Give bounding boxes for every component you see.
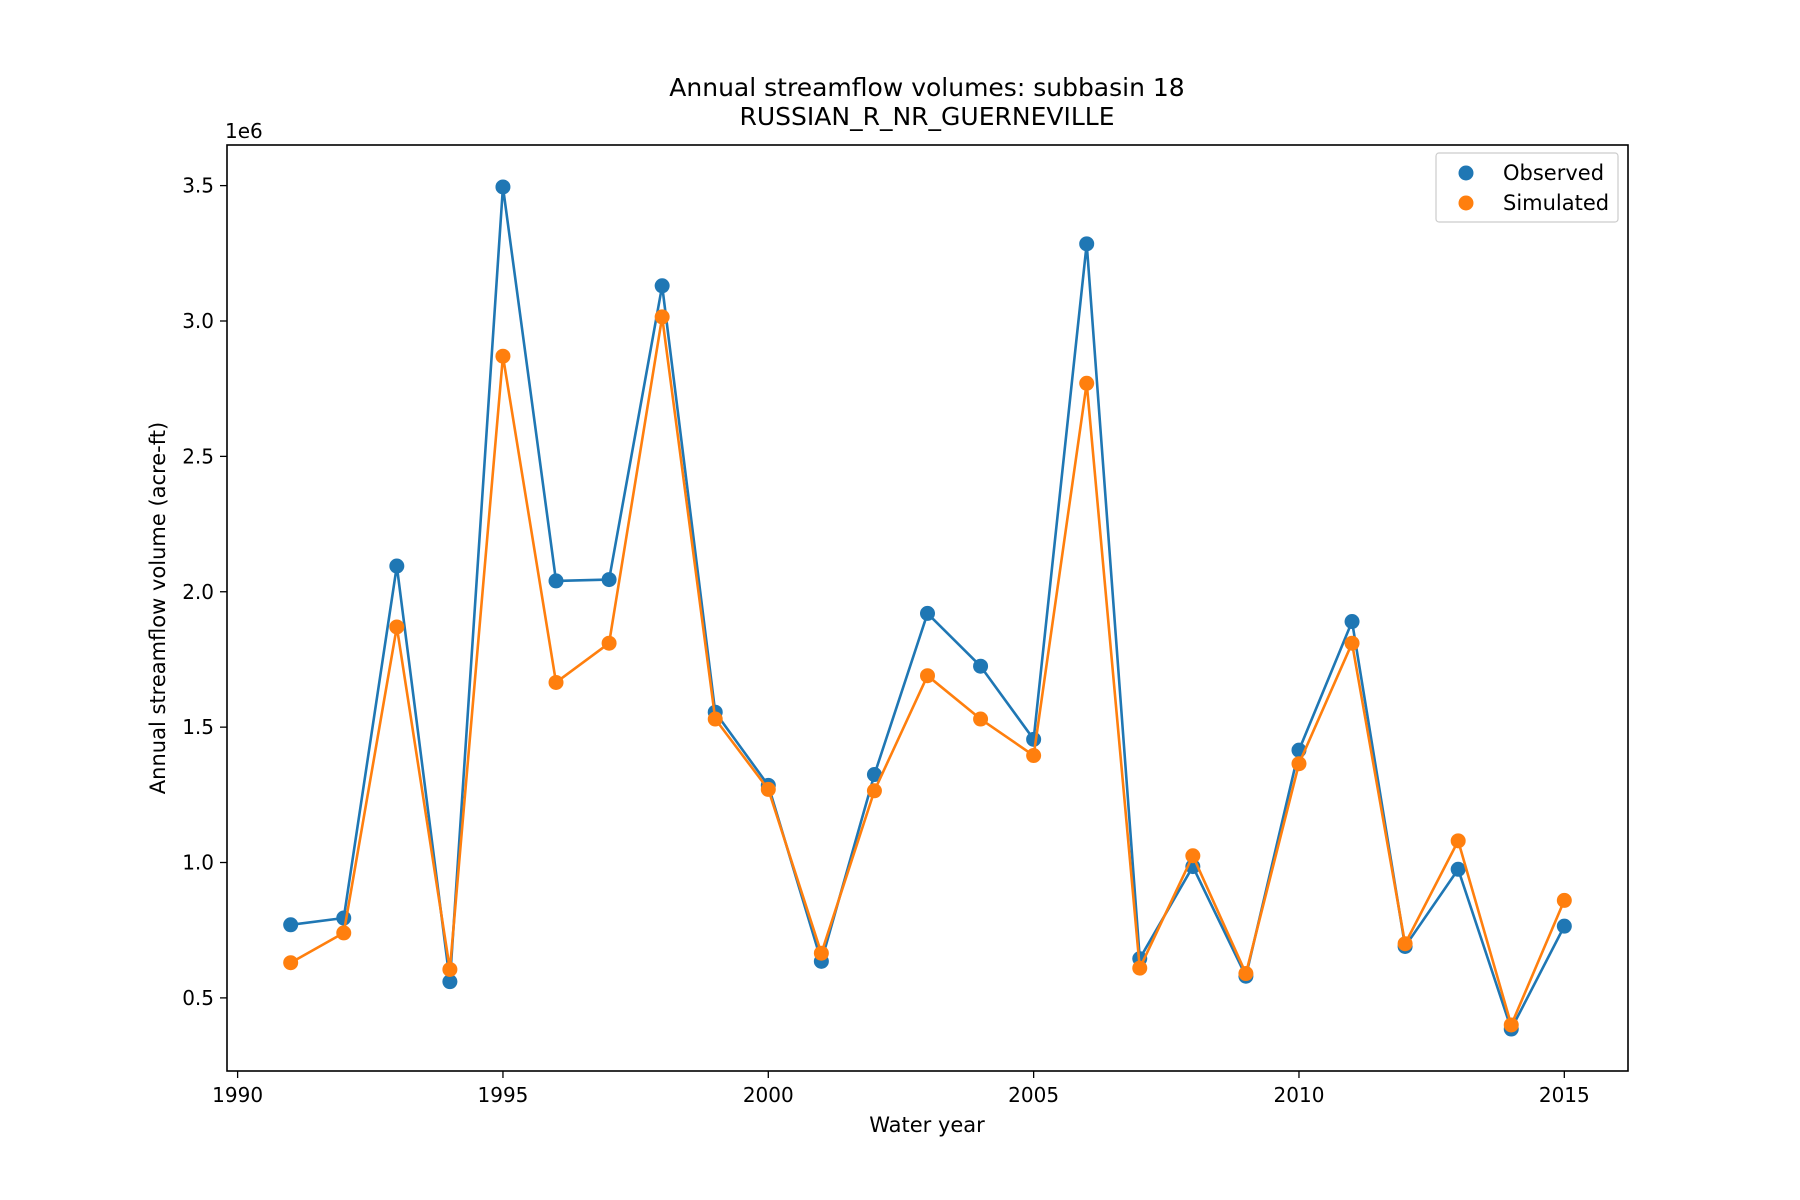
- data-point-simulated: [1132, 961, 1147, 976]
- x-tick-label: 2015: [1539, 1083, 1590, 1107]
- data-point-simulated: [389, 619, 404, 634]
- y-axis-label: Annual streamflow volume (acre-ft): [146, 422, 170, 794]
- x-tick-label: 1995: [478, 1083, 529, 1107]
- data-point-simulated: [336, 925, 351, 940]
- data-point-observed: [973, 659, 988, 674]
- data-point-observed: [655, 278, 670, 293]
- data-point-observed: [1026, 732, 1041, 747]
- data-point-observed: [389, 559, 404, 574]
- data-point-observed: [1079, 236, 1094, 251]
- data-point-simulated: [1345, 636, 1360, 651]
- data-point-observed: [1557, 919, 1572, 934]
- data-point-simulated: [920, 668, 935, 683]
- data-point-simulated: [867, 783, 882, 798]
- y-tick-label: 0.5: [182, 986, 214, 1010]
- data-point-simulated: [814, 946, 829, 961]
- x-tick-label: 2010: [1274, 1083, 1325, 1107]
- data-point-simulated: [1398, 936, 1413, 951]
- data-point-observed: [920, 606, 935, 621]
- y-tick-label: 3.5: [182, 174, 214, 198]
- data-point-simulated: [1079, 376, 1094, 391]
- data-point-simulated: [1185, 848, 1200, 863]
- data-point-simulated: [1291, 756, 1306, 771]
- x-axis-label: Water year: [869, 1113, 985, 1137]
- y-tick-label: 2.0: [182, 580, 214, 604]
- data-point-simulated: [283, 955, 298, 970]
- data-point-simulated: [442, 962, 457, 977]
- x-tick-label: 1990: [212, 1083, 263, 1107]
- data-point-simulated: [495, 349, 510, 364]
- data-point-simulated: [708, 712, 723, 727]
- legend-label-simulated: Simulated: [1503, 191, 1609, 215]
- data-point-simulated: [1557, 893, 1572, 908]
- chart-title: Annual streamflow volumes: subbasin 18: [669, 73, 1184, 102]
- data-point-simulated: [549, 675, 564, 690]
- data-point-simulated: [655, 309, 670, 324]
- data-point-simulated: [973, 712, 988, 727]
- data-point-observed: [336, 911, 351, 926]
- y-offset-label: 1e6: [225, 119, 263, 143]
- y-tick-label: 3.0: [182, 309, 214, 333]
- legend-label-observed: Observed: [1503, 161, 1604, 185]
- y-tick-label: 1.0: [182, 851, 214, 875]
- data-point-observed: [283, 917, 298, 932]
- data-point-simulated: [602, 636, 617, 651]
- y-tick-label: 2.5: [182, 444, 214, 468]
- data-point-observed: [1345, 614, 1360, 629]
- x-tick-label: 2000: [743, 1083, 794, 1107]
- x-tick-label: 2005: [1008, 1083, 1059, 1107]
- data-point-simulated: [1238, 966, 1253, 981]
- chart-subtitle: RUSSIAN_R_NR_GUERNEVILLE: [740, 102, 1115, 131]
- legend-marker-simulated: [1459, 196, 1474, 211]
- data-point-simulated: [761, 782, 776, 797]
- data-point-observed: [1451, 862, 1466, 877]
- data-point-simulated: [1504, 1017, 1519, 1032]
- legend-marker-observed: [1459, 166, 1474, 181]
- data-point-simulated: [1026, 748, 1041, 763]
- data-point-simulated: [1451, 833, 1466, 848]
- y-tick-label: 1.5: [182, 715, 214, 739]
- data-point-observed: [495, 179, 510, 194]
- legend: Observed Simulated: [1436, 153, 1618, 222]
- data-point-observed: [549, 573, 564, 588]
- data-point-observed: [602, 572, 617, 587]
